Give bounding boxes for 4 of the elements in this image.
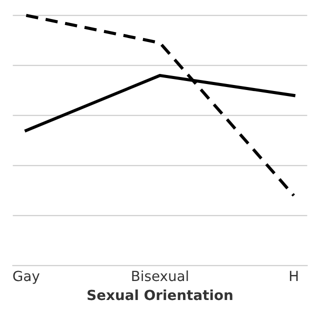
x-tick-label: Bisexual [132,270,188,282]
x-tick-label: Gay [13,270,40,284]
x-tick-label: H [290,270,298,282]
x-axis-title: Sexual Orientation [88,289,232,300]
